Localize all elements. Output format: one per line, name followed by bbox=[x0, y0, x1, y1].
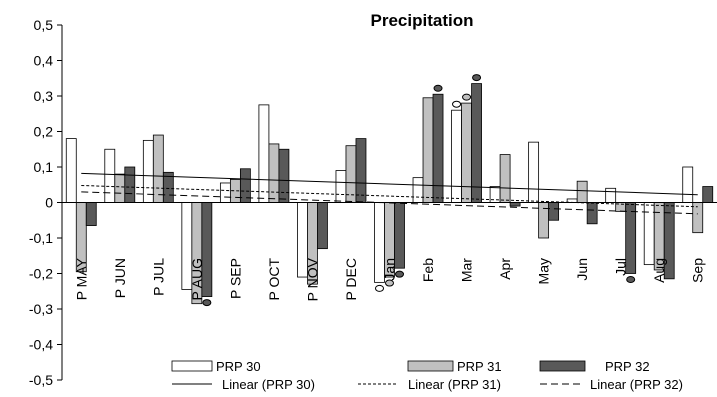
bar-prp-31 bbox=[692, 202, 704, 234]
legend-swatch-prp-31 bbox=[407, 360, 454, 372]
y-tick-label: -0,1 bbox=[29, 230, 53, 246]
x-tick-label: Jul bbox=[613, 258, 629, 276]
x-tick-label: P AUG bbox=[189, 258, 205, 301]
significance-marker bbox=[433, 84, 443, 92]
bar-prp-32 bbox=[586, 202, 598, 225]
x-tick-label: P JUL bbox=[150, 258, 166, 296]
significance-marker bbox=[375, 284, 384, 292]
y-tick-label: -0,2 bbox=[29, 266, 53, 282]
legend: PRP 30 PRP 31 PRP 32 Linear (PRP 30) Linear … bbox=[171, 359, 683, 392]
bar-series-group bbox=[65, 83, 714, 305]
bar-prp-30 bbox=[528, 141, 540, 203]
significance-marker bbox=[452, 100, 462, 108]
bar-prp-32 bbox=[85, 202, 97, 226]
bar-prp-30 bbox=[104, 148, 116, 203]
bar-prp-31 bbox=[499, 154, 511, 203]
bar-prp-31 bbox=[345, 145, 357, 203]
x-tick-label: Sep bbox=[690, 258, 706, 283]
y-tick-label: -0,3 bbox=[29, 301, 53, 317]
bar-prp-30 bbox=[65, 138, 77, 203]
significance-marker bbox=[472, 74, 482, 82]
y-tick-label: 0,1 bbox=[34, 159, 54, 175]
significance-markers bbox=[202, 74, 636, 307]
x-tick-label: P NOV bbox=[304, 257, 320, 301]
y-tick-label: 0,5 bbox=[34, 17, 54, 33]
x-tick-label: P DEC bbox=[343, 258, 359, 301]
significance-marker bbox=[202, 299, 212, 307]
bar-prp-30 bbox=[142, 139, 154, 203]
bar-prp-32 bbox=[278, 148, 290, 203]
x-tick-label: P OCT bbox=[266, 258, 282, 301]
bar-prp-32 bbox=[509, 202, 521, 207]
trendline-solid bbox=[81, 172, 698, 196]
legend-label: PRP 31 bbox=[457, 359, 502, 374]
bar-prp-31 bbox=[268, 143, 280, 203]
significance-marker bbox=[626, 276, 636, 283]
bar-prp-32 bbox=[355, 138, 367, 203]
y-axis: -0,5 -0,4 -0,3 -0,2 -0,1 0 0,1 0,2 0,3 0,4 0,5 bbox=[29, 17, 63, 388]
y-tick-label: -0,5 bbox=[29, 372, 53, 388]
bar-prp-30 bbox=[258, 104, 270, 203]
legend-label: PRP 32 bbox=[605, 359, 650, 374]
x-tick-label: P JUN bbox=[112, 258, 128, 298]
x-axis: P MAY P JUN P JUL P AUG P SEP P OCT P NOV P DEC… bbox=[62, 202, 717, 301]
legend-label: Linear (PRP 31) bbox=[408, 377, 501, 392]
y-tick-label: 0,2 bbox=[34, 124, 54, 140]
bar-prp-32 bbox=[471, 83, 482, 203]
y-tick-label: 0,3 bbox=[34, 88, 54, 104]
bar-prp-32 bbox=[124, 166, 136, 203]
bar-prp-30 bbox=[335, 170, 347, 203]
legend-swatch-prp-32 bbox=[539, 360, 586, 372]
x-tick-label: May bbox=[536, 258, 552, 284]
bar-prp-30 bbox=[682, 166, 694, 203]
bar-prp-30 bbox=[412, 177, 424, 203]
bar-prp-31 bbox=[461, 102, 472, 203]
y-tick-label: 0 bbox=[45, 195, 53, 211]
x-tick-label: Apr bbox=[497, 258, 513, 280]
bar-prp-30 bbox=[605, 187, 617, 203]
bar-prp-31 bbox=[422, 97, 434, 203]
bar-prp-31 bbox=[576, 180, 588, 203]
x-tick-label: Jun bbox=[574, 258, 590, 281]
significance-marker bbox=[462, 93, 472, 101]
x-tick-label: P SEP bbox=[227, 258, 243, 299]
x-tick-label: Aug bbox=[651, 258, 667, 283]
x-tick-label: Mar bbox=[459, 258, 475, 282]
chart-title: Precipitation bbox=[371, 11, 474, 30]
bar-prp-30 bbox=[219, 182, 231, 203]
significance-marker bbox=[395, 270, 404, 278]
bar-prp-32 bbox=[702, 186, 714, 203]
bar-prp-32 bbox=[548, 202, 560, 221]
y-tick-label: -0,4 bbox=[29, 337, 53, 353]
legend-label: PRP 30 bbox=[216, 359, 261, 374]
bar-prp-32 bbox=[317, 202, 328, 250]
significance-marker bbox=[385, 279, 394, 287]
bar-prp-30 bbox=[451, 109, 462, 203]
x-tick-label: Feb bbox=[420, 258, 436, 282]
x-tick-label: Jan bbox=[382, 258, 398, 281]
legend-swatch-prp-30 bbox=[171, 360, 213, 372]
y-tick-label: 0,4 bbox=[34, 53, 54, 69]
bar-prp-31 bbox=[114, 173, 126, 203]
legend-label: Linear (PRP 32) bbox=[590, 377, 683, 392]
bar-prp-31 bbox=[152, 134, 164, 203]
bar-prp-31 bbox=[538, 202, 550, 239]
x-tick-label: P MAY bbox=[73, 257, 89, 300]
legend-label: Linear (PRP 30) bbox=[222, 377, 315, 392]
trendline-dotted bbox=[81, 184, 698, 208]
